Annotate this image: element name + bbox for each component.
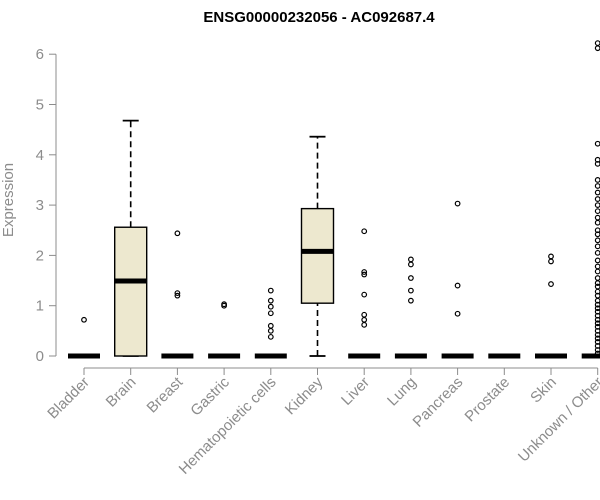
outlier-point xyxy=(267,297,274,304)
chart-title: ENSG00000232056 - AC092687.4 xyxy=(203,9,435,26)
outlier-point xyxy=(594,237,600,244)
outlier-point xyxy=(174,292,181,299)
outlier-point xyxy=(267,303,274,310)
outlier-point xyxy=(594,140,600,147)
y-tick-label: 4 xyxy=(36,147,44,164)
box-skin xyxy=(535,253,567,359)
outlier-point xyxy=(594,249,600,256)
outlier-point xyxy=(594,320,600,327)
outlier-point xyxy=(361,228,368,235)
outlier-point xyxy=(361,311,368,318)
outlier-point xyxy=(361,269,368,275)
x-tick-label: Kidney xyxy=(282,373,327,418)
box-hematopoietic-cells xyxy=(254,287,287,359)
outlier-point xyxy=(594,219,600,226)
outlier-point xyxy=(174,290,181,297)
y-tick-label: 1 xyxy=(36,298,44,315)
outlier-point xyxy=(361,316,368,323)
y-tick-label: 0 xyxy=(36,348,44,365)
outlier-point xyxy=(594,177,600,183)
outlier-point xyxy=(594,275,600,281)
outlier-point xyxy=(267,310,274,317)
outlier-point xyxy=(594,208,600,215)
x-tick-label: Breast xyxy=(144,373,187,416)
box-unknown-other xyxy=(581,40,600,359)
outlier-point xyxy=(221,302,228,309)
box-kidney xyxy=(300,135,335,357)
iqr-box xyxy=(300,207,335,304)
outlier-point xyxy=(454,282,461,289)
outlier-point xyxy=(361,321,368,328)
outlier-point xyxy=(594,268,600,275)
outlier-point xyxy=(408,287,414,294)
outlier-point xyxy=(594,243,600,250)
x-tick-label: Brain xyxy=(103,374,140,411)
outlier-point xyxy=(594,305,600,312)
outlier-point xyxy=(594,160,600,167)
outlier-point xyxy=(594,350,600,357)
outlier-point xyxy=(594,202,600,208)
outlier-point xyxy=(594,196,600,202)
x-tick-label: Liver xyxy=(338,374,373,409)
outlier-point xyxy=(548,258,554,265)
box-brain xyxy=(113,119,148,357)
outlier-point xyxy=(361,271,368,278)
outlier-point xyxy=(408,256,414,263)
outlier-point xyxy=(594,263,600,270)
outlier-point xyxy=(454,200,461,207)
box-pancreas xyxy=(441,200,474,359)
y-axis-label: Expression xyxy=(0,163,17,237)
y-tick-label: 2 xyxy=(36,247,44,264)
outlier-point xyxy=(594,231,600,238)
y-tick-label: 5 xyxy=(36,97,44,114)
x-tick-label: Bladder xyxy=(44,374,93,423)
outlier-point xyxy=(594,347,600,353)
box-gastric xyxy=(208,301,241,359)
outlier-point xyxy=(594,280,600,286)
outlier-point xyxy=(594,316,600,323)
outlier-point xyxy=(81,316,87,323)
outlier-point xyxy=(548,253,554,260)
outlier-point xyxy=(594,257,600,264)
outlier-point xyxy=(594,40,600,47)
outlier-point xyxy=(267,333,274,340)
x-tick-label: Gastric xyxy=(187,373,233,419)
y-tick-label: 6 xyxy=(36,46,44,63)
outlier-point xyxy=(594,45,600,52)
outlier-point xyxy=(267,287,274,294)
box-lung xyxy=(394,256,427,359)
outlier-point xyxy=(267,322,274,329)
outlier-point xyxy=(454,310,461,317)
outlier-point xyxy=(594,331,600,338)
x-tick-label: Prostate xyxy=(462,374,514,426)
outlier-point xyxy=(408,297,414,304)
outlier-point xyxy=(594,189,600,196)
box-breast xyxy=(161,230,194,359)
outlier-point xyxy=(548,281,554,287)
x-tick-label: Skin xyxy=(527,374,560,407)
outlier-point xyxy=(594,301,600,308)
boxes-group xyxy=(68,40,600,359)
x-tick-label: Lung xyxy=(384,374,420,410)
outlier-point xyxy=(594,335,600,342)
box-liver xyxy=(348,228,381,359)
x-tick-label: Pancreas xyxy=(410,374,467,431)
outlier-point xyxy=(267,327,274,334)
iqr-box xyxy=(113,226,148,357)
y-axis: 0 1 2 3 4 5 6 xyxy=(36,46,57,365)
outlier-point xyxy=(594,214,600,221)
outlier-point xyxy=(361,291,368,298)
box-bladder xyxy=(68,316,100,359)
y-tick-label: 3 xyxy=(36,197,44,214)
outlier-point xyxy=(174,230,181,237)
outlier-point xyxy=(408,261,414,268)
outlier-point xyxy=(408,275,414,281)
outlier-point xyxy=(594,183,600,189)
